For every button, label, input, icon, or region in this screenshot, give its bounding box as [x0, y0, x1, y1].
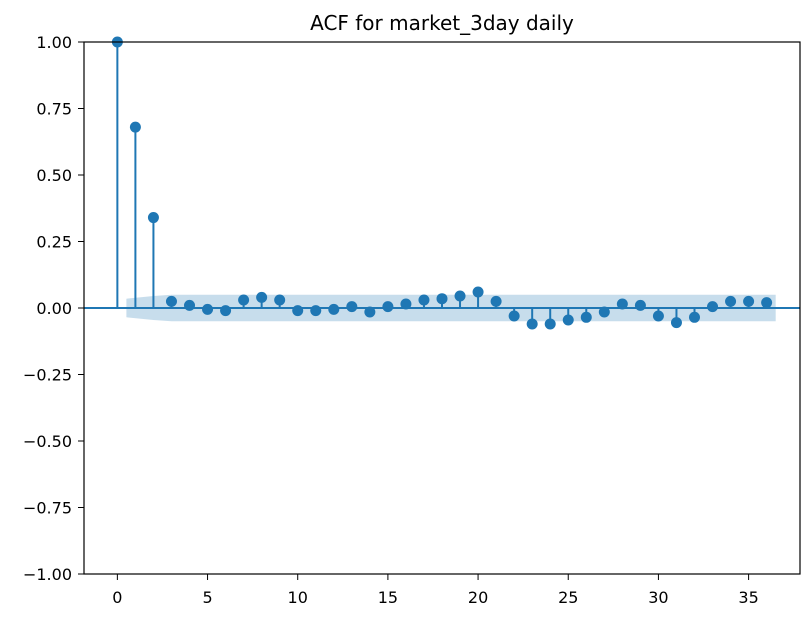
acf-point: [310, 305, 322, 317]
y-tick-label: −1.00: [23, 565, 72, 584]
acf-point: [562, 314, 574, 326]
acf-point: [328, 303, 340, 315]
acf-stem-lag-18: [436, 293, 448, 308]
acf-stem-lag-32: [688, 308, 700, 323]
acf-stem-lag-11: [310, 305, 322, 317]
x-tick-label: 35: [738, 588, 758, 607]
acf-stem-lag-21: [490, 295, 502, 308]
acf-stem-lag-4: [184, 299, 196, 311]
acf-stem-lag-7: [238, 294, 250, 308]
acf-stem-lag-28: [616, 298, 628, 310]
acf-point: [184, 299, 196, 311]
acf-point: [292, 305, 304, 317]
acf-stem-lag-25: [562, 308, 574, 326]
y-tick-label: −0.75: [23, 499, 72, 518]
acf-point: [616, 298, 628, 310]
acf-stem-lag-9: [274, 294, 286, 308]
y-tick-label: 1.00: [36, 33, 72, 52]
acf-stem-lag-6: [220, 305, 232, 317]
acf-stem-lag-20: [472, 286, 484, 308]
x-tick-label: 0: [112, 588, 122, 607]
acf-point: [202, 303, 214, 315]
acf-point: [598, 306, 610, 318]
acf-stem-lag-14: [364, 306, 376, 318]
acf-stem-lag-1: [129, 121, 141, 308]
acf-point: [129, 121, 141, 133]
acf-point: [544, 318, 556, 330]
acf-point: [147, 212, 159, 224]
x-tick-label: 30: [648, 588, 668, 607]
acf-stem-lag-22: [508, 308, 520, 322]
acf-stem-lag-16: [400, 298, 412, 310]
acf-stem-lag-13: [346, 301, 358, 313]
acf-point: [707, 301, 719, 313]
acf-stem-lag-36: [761, 297, 773, 309]
acf-stem-lag-2: [147, 212, 159, 308]
acf-stem-lag-10: [292, 305, 304, 317]
acf-point: [670, 317, 682, 329]
acf-point: [418, 294, 430, 306]
acf-point: [400, 298, 412, 310]
acf-point: [256, 291, 268, 303]
acf-stem-lag-27: [598, 306, 610, 318]
acf-stem-lag-26: [580, 308, 592, 323]
acf-point: [508, 310, 520, 322]
acf-stem-lag-29: [634, 299, 646, 311]
y-tick-label: 0.75: [36, 100, 72, 119]
y-tick-label: 0.25: [36, 233, 72, 252]
acf-stem-lag-5: [202, 303, 214, 315]
acf-stem-lag-8: [256, 291, 268, 308]
acf-point: [743, 295, 755, 307]
acf-stem-lag-35: [743, 295, 755, 308]
acf-point: [436, 293, 448, 305]
acf-stem-lag-31: [670, 308, 682, 329]
acf-point: [472, 286, 484, 298]
acf-point: [688, 311, 700, 323]
acf-point: [165, 295, 177, 307]
acf-point: [364, 306, 376, 318]
acf-point: [346, 301, 358, 313]
x-tick-label: 20: [468, 588, 488, 607]
acf-point: [761, 297, 773, 309]
acf-stem-lag-12: [328, 303, 340, 315]
y-tick-label: 0.50: [36, 166, 72, 185]
acf-stem-lag-3: [165, 295, 177, 308]
acf-point: [220, 305, 232, 317]
acf-stem-lag-15: [382, 301, 394, 313]
acf-stem-lag-30: [652, 308, 664, 322]
acf-stem-lag-23: [526, 308, 538, 330]
acf-point: [634, 299, 646, 311]
acf-stem-lag-33: [707, 301, 719, 313]
acf-stem-lag-34: [725, 295, 737, 308]
acf-point: [274, 294, 286, 306]
y-tick-label: −0.25: [23, 366, 72, 385]
x-tick-label: 25: [558, 588, 578, 607]
acf-stem-lag-19: [454, 290, 466, 308]
x-tick-label: 15: [378, 588, 398, 607]
x-tick-label: 5: [202, 588, 212, 607]
acf-point: [652, 310, 664, 322]
acf-point: [526, 318, 538, 330]
acf-point: [725, 295, 737, 307]
x-tick-label: 10: [288, 588, 308, 607]
y-tick-label: −0.50: [23, 432, 72, 451]
acf-stem-lag-24: [544, 308, 556, 330]
y-tick-label: 0.00: [36, 299, 72, 318]
acf-point: [238, 294, 250, 306]
acf-point: [454, 290, 466, 302]
chart-title: ACF for market_3day daily: [310, 11, 574, 35]
acf-point: [382, 301, 394, 313]
acf-point: [580, 311, 592, 323]
acf-point: [490, 295, 502, 307]
acf-stem-lag-17: [418, 294, 430, 308]
acf-stem-lag-0: [111, 36, 123, 308]
